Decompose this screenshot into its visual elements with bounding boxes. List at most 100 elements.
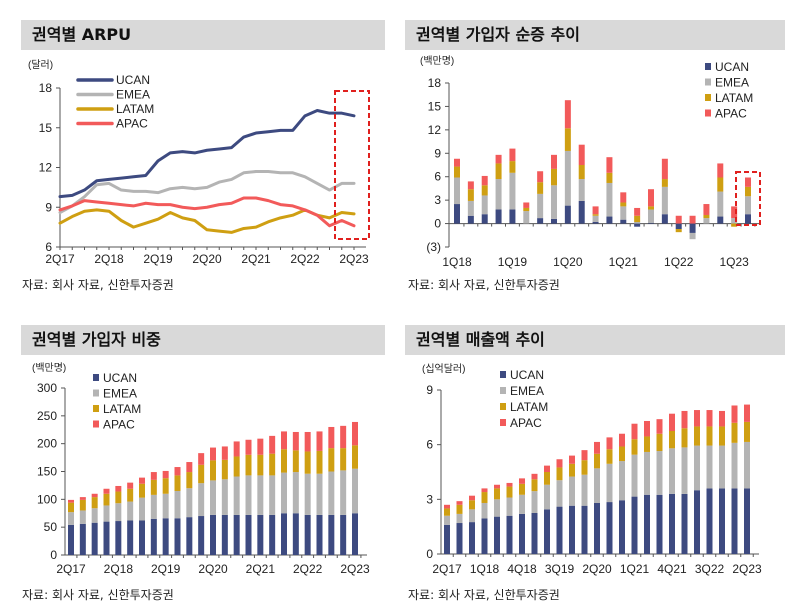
bar-ucan (631, 496, 638, 554)
bar-latam (233, 456, 240, 477)
x-tick-label: 2Q23 (340, 562, 370, 576)
bar-emea (631, 454, 638, 497)
y-axis-unit: (백만명) (420, 55, 454, 67)
bar-apac (731, 206, 738, 219)
legend-swatch-emea (93, 389, 99, 397)
legend-label: EMEA (715, 76, 749, 90)
bar-ucan (467, 215, 474, 224)
bar-ucan (233, 514, 240, 555)
x-tick-label: 1Q21 (620, 562, 650, 576)
bar-latam (481, 492, 488, 503)
y-tick-label: 9 (426, 383, 433, 397)
bar-apac (661, 158, 668, 180)
y-tick-label: 18 (39, 81, 53, 95)
bar-latam (523, 207, 530, 212)
x-tick-label: 2Q21 (246, 562, 276, 576)
bar-latam (509, 161, 516, 173)
bar-apac (551, 154, 557, 169)
bar-emea (703, 218, 710, 224)
y-tick-label: (3) (426, 240, 441, 254)
y-tick-label: 9 (45, 200, 52, 214)
legend-swatch-latam (500, 403, 506, 410)
bar-apac (127, 482, 134, 489)
bar-apac (174, 467, 181, 476)
bar-apac (620, 192, 627, 203)
bar-emea (127, 501, 134, 521)
bar-latam (661, 179, 668, 187)
bar-ucan (162, 518, 169, 555)
bar-latam (115, 491, 122, 504)
y-tick-label: 6 (45, 240, 52, 254)
bar-ucan (210, 514, 216, 555)
bar-emea (556, 480, 563, 507)
bar-ucan (606, 502, 613, 554)
bar-ucan (444, 524, 450, 554)
bar-ucan (304, 514, 311, 555)
bar-latam (706, 426, 713, 446)
x-tick-label: 2Q17 (45, 252, 75, 266)
x-tick-label: 3Q19 (545, 562, 575, 576)
bar-apac (162, 470, 169, 479)
bar-emea (594, 468, 600, 503)
bar-ucan (174, 518, 181, 555)
bar-apac (233, 441, 240, 457)
bar-apac (467, 181, 474, 190)
bar-apac (719, 410, 725, 427)
x-tick-label: 2Q22 (290, 252, 320, 266)
bar-emea (328, 471, 335, 515)
bar-latam (731, 223, 738, 227)
bar-latam (648, 206, 654, 210)
bar-emea (745, 196, 751, 215)
chart-title-arpu: 권역별 ARPU (21, 20, 385, 50)
bar-ucan (245, 514, 252, 555)
bar-latam (139, 483, 145, 498)
bar-emea (352, 468, 358, 514)
legend-swatch-apac (500, 419, 506, 426)
legend-swatch-latam (705, 94, 711, 101)
bar-emea (444, 515, 450, 525)
bar-latam (606, 449, 613, 464)
bar-apac (592, 206, 599, 215)
legend-swatch-emea (500, 387, 506, 394)
bar-apac (269, 435, 276, 454)
legend-label: EMEA (116, 88, 150, 102)
bar-latam (91, 497, 98, 509)
bar-latam (316, 450, 323, 474)
legend-swatch-ucan (705, 63, 711, 70)
bar-latam (245, 454, 252, 476)
bar-emea (162, 493, 169, 519)
bar-apac (619, 433, 625, 447)
bar-latam (581, 460, 588, 475)
x-tick-label: 2Q20 (192, 252, 222, 266)
bar-emea (509, 172, 516, 210)
bar-apac (669, 413, 675, 431)
x-tick-label: 2Q17 (432, 562, 462, 576)
bar-ucan (68, 524, 74, 555)
bar-emea (620, 206, 627, 220)
bar-ucan (717, 216, 724, 224)
bar-latam (257, 454, 264, 476)
legend-label: UCAN (510, 368, 544, 382)
bar-apac (150, 472, 157, 480)
bar-ucan (469, 522, 475, 554)
bar-ucan (150, 518, 157, 555)
x-tick-label: 2Q18 (104, 562, 134, 576)
y-tick-label: 0 (426, 547, 433, 561)
bar-emea (661, 186, 668, 215)
bar-ucan (328, 514, 335, 555)
bar-apac (304, 431, 311, 452)
bar-latam (352, 445, 358, 469)
bar-latam (186, 472, 193, 489)
bar-ucan (221, 514, 228, 555)
y-tick-label: 50 (44, 520, 58, 534)
bar-ucan (186, 517, 193, 555)
bar-ucan (481, 518, 488, 554)
x-tick-label: 1Q21 (609, 255, 639, 269)
bar-latam (556, 467, 563, 481)
bar-emea (454, 177, 460, 205)
y-axis-unit: (달러) (28, 59, 53, 71)
bar-latam (731, 422, 738, 443)
bar-apac (648, 189, 654, 207)
bar-emea (469, 509, 475, 523)
bar-ucan (495, 209, 502, 224)
